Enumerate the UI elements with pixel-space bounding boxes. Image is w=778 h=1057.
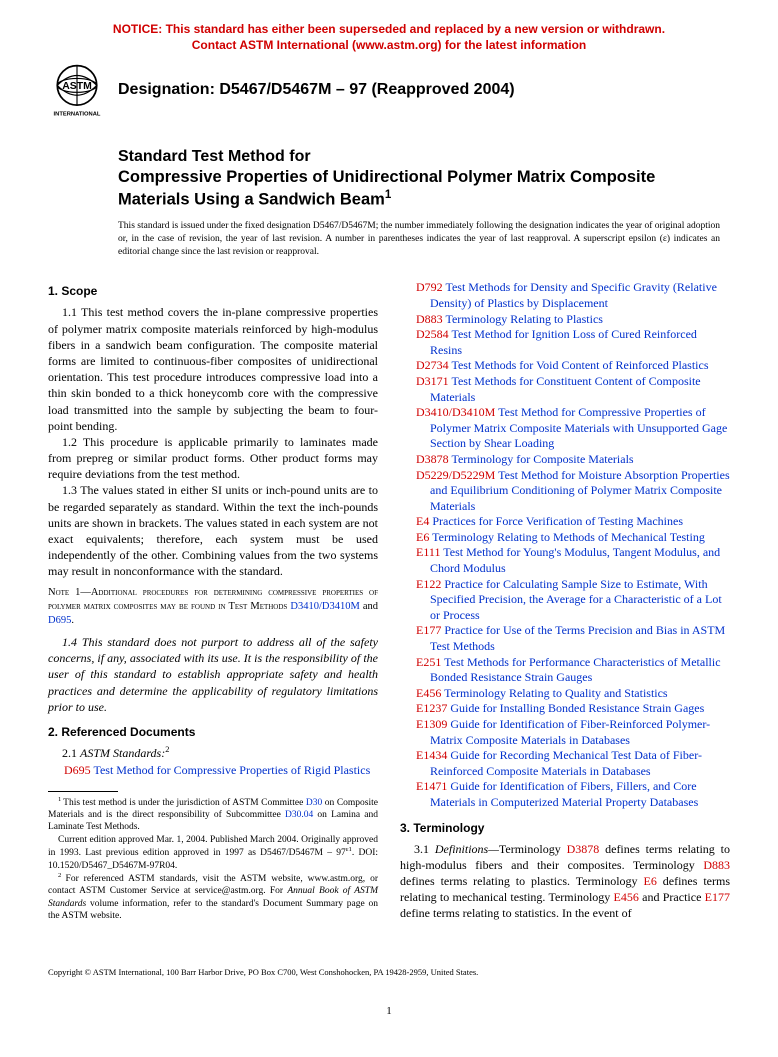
ref-D5229[interactable]: D5229/D5229M Test Method for Moisture Ab… — [400, 468, 730, 515]
page-number: 1 — [48, 1005, 730, 1017]
title-pre: Standard Test Method for — [118, 147, 730, 167]
ref-code: D695 — [64, 763, 91, 777]
issuance-note: This standard is issued under the fixed … — [118, 220, 720, 258]
svg-text:ASTM: ASTM — [62, 81, 92, 92]
copyright: Copyright © ASTM International, 100 Barr… — [48, 967, 730, 977]
scope-1-3: 1.3 The values stated in either SI units… — [48, 482, 378, 579]
t31-e177[interactable]: E177 — [705, 890, 730, 904]
ref-E4[interactable]: E4 Practices for Force Verification of T… — [400, 514, 730, 530]
columns: 1. Scope 1.1 This test method covers the… — [48, 280, 730, 922]
svg-text:INTERNATIONAL: INTERNATIONAL — [54, 112, 101, 118]
designation: Designation: D5467/D5467M – 97 (Reapprov… — [118, 81, 515, 99]
notice-line-1: NOTICE: This standard has either been su… — [48, 22, 730, 38]
right-column: D792 Test Methods for Density and Specif… — [400, 280, 730, 922]
page: NOTICE: This standard has either been su… — [0, 0, 778, 1057]
ref-D3410[interactable]: D3410/D3410M Test Method for Compressive… — [400, 405, 730, 452]
terminology-heading: 3. Terminology — [400, 821, 730, 835]
refdocs-2-1: 2.1 ASTM Standards:2 — [48, 745, 378, 761]
footnote-rule — [48, 791, 118, 792]
ref-title: Test Method for Compressive Properties o… — [93, 763, 370, 777]
astm-logo: ASTM INTERNATIONAL — [48, 61, 106, 119]
ref-E1471[interactable]: E1471 Guide for Identification of Fibers… — [400, 779, 730, 810]
ref-E122[interactable]: E122 Practice for Calculating Sample Siz… — [400, 577, 730, 624]
left-column: 1. Scope 1.1 This test method covers the… — [48, 280, 378, 922]
scope-1-4: 1.4 This standard does not purport to ad… — [48, 634, 378, 715]
ref-E111[interactable]: E111 Test Method for Young's Modulus, Ta… — [400, 545, 730, 576]
footnote-1: 1 This test method is under the jurisdic… — [48, 796, 378, 834]
title-main: Compressive Properties of Unidirectional… — [118, 167, 730, 210]
notice-block: NOTICE: This standard has either been su… — [48, 22, 730, 53]
t31-d3878[interactable]: D3878 — [567, 842, 600, 856]
t31-e6[interactable]: E6 — [643, 874, 656, 888]
ref-D3171[interactable]: D3171 Test Methods for Constituent Conte… — [400, 374, 730, 405]
note1-link2[interactable]: D695 — [48, 615, 71, 626]
footnote-1b: Current edition approved Mar. 1, 2004. P… — [48, 834, 378, 872]
ref-E456[interactable]: E456 Terminology Relating to Quality and… — [400, 686, 730, 702]
t31-a: 3.1 — [414, 842, 435, 856]
scope-heading: 1. Scope — [48, 284, 378, 298]
terminology-3-1: 3.1 Definitions—Terminology D3878 define… — [400, 841, 730, 922]
fn1-link1[interactable]: D30 — [306, 798, 322, 808]
ref-E6[interactable]: E6 Terminology Relating to Methods of Me… — [400, 530, 730, 546]
ref-D695[interactable]: D695 Test Method for Compressive Propert… — [48, 763, 378, 779]
notice-line-2: Contact ASTM International (www.astm.org… — [48, 38, 730, 54]
footnote-2: 2 For referenced ASTM standards, visit t… — [48, 872, 378, 923]
note-1: Note 1—Additional procedures for determi… — [48, 586, 378, 629]
title-sup: 1 — [385, 189, 391, 201]
t31-h: define terms relating to statistics. In … — [400, 906, 632, 920]
fn2-b: volume information, refer to the standar… — [48, 899, 378, 921]
t31-e: defines terms relating to plastics. Term… — [400, 874, 643, 888]
refdocs-21-sup: 2 — [165, 745, 169, 754]
t31-d883[interactable]: D883 — [703, 858, 730, 872]
refdocs-heading: 2. Referenced Documents — [48, 725, 378, 739]
note1-mid: and — [360, 601, 378, 612]
header-row: ASTM INTERNATIONAL Designation: D5467/D5… — [48, 61, 730, 119]
t31-c: Terminology — [499, 842, 567, 856]
note1-link1[interactable]: D3410/D3410M — [290, 601, 359, 612]
ref-D883[interactable]: D883 Terminology Relating to Plastics — [400, 312, 730, 328]
t31-b: Definitions— — [435, 842, 499, 856]
ref-D2584[interactable]: D2584 Test Method for Ignition Loss of C… — [400, 327, 730, 358]
fn1-d: Current edition approved Mar. 1, 2004. P… — [48, 835, 378, 859]
scope-1-2: 1.2 This procedure is applicable primari… — [48, 434, 378, 483]
t31-e456[interactable]: E456 — [614, 890, 639, 904]
t31-g: and Practice — [639, 890, 705, 904]
ref-E1434[interactable]: E1434 Guide for Recording Mechanical Tes… — [400, 748, 730, 779]
ref-E1237[interactable]: E1237 Guide for Installing Bonded Resist… — [400, 701, 730, 717]
ref-E177[interactable]: E177 Practice for Use of the Terms Preci… — [400, 623, 730, 654]
ref-D2734[interactable]: D2734 Test Methods for Void Content of R… — [400, 358, 730, 374]
title-block: Standard Test Method for Compressive Pro… — [118, 147, 730, 210]
fn1-a: This test method is under the jurisdicti… — [63, 798, 306, 808]
ref-D3878[interactable]: D3878 Terminology for Composite Material… — [400, 452, 730, 468]
fn1-link2[interactable]: D30.04 — [285, 810, 313, 820]
ref-D792[interactable]: D792 Test Methods for Density and Specif… — [400, 280, 730, 311]
note1-end: . — [71, 615, 74, 626]
ref-E251[interactable]: E251 Test Methods for Performance Charac… — [400, 655, 730, 686]
refdocs-21-num: 2.1 — [62, 746, 80, 760]
refdocs-21-i: ASTM Standards: — [80, 746, 165, 760]
ref-E1309[interactable]: E1309 Guide for Identification of Fiber-… — [400, 717, 730, 748]
scope-1-1: 1.1 This test method covers the in-plane… — [48, 304, 378, 434]
